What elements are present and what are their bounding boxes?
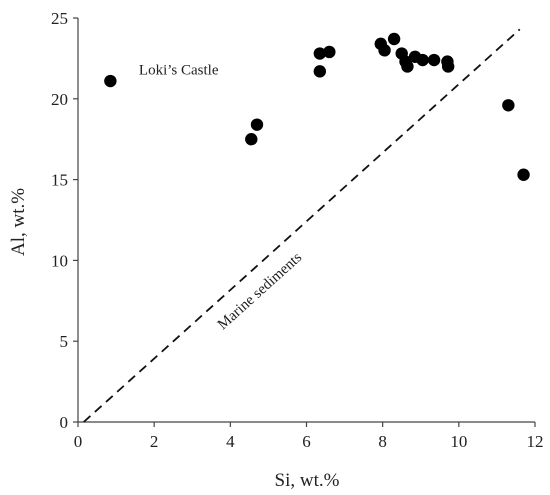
data-point: [517, 168, 530, 181]
y-tick-label: 0: [60, 413, 69, 432]
y-tick-label: 10: [51, 251, 68, 270]
data-point: [104, 74, 117, 88]
data-point: [323, 45, 336, 59]
x-tick-label: 8: [378, 432, 387, 451]
x-tick-label: 4: [226, 432, 235, 451]
reference-line: [83, 28, 521, 423]
x-tick-label: 2: [150, 432, 159, 451]
x-tick-label: 6: [302, 432, 311, 451]
x-tick-label: 10: [450, 432, 467, 451]
data-point: [416, 53, 429, 67]
y-axis-title: Al, wt.%: [8, 188, 29, 256]
data-point: [502, 99, 515, 112]
y-tick-label: 5: [60, 332, 69, 351]
y-tick-label: 20: [51, 90, 68, 109]
data-point: [401, 60, 414, 73]
data-point: [313, 47, 327, 60]
point-annotation: Loki’s Castle: [139, 63, 219, 79]
data-point: [245, 133, 258, 146]
data-point: [250, 118, 264, 131]
data-point: [387, 32, 401, 46]
data-point: [378, 44, 391, 57]
x-axis-title: Si, wt.%: [275, 470, 340, 491]
y-tick-label: 15: [51, 171, 68, 190]
y-tick-label: 25: [51, 9, 68, 28]
data-point: [441, 60, 455, 73]
data-point: [427, 53, 441, 67]
x-tick-label: 0: [74, 432, 83, 451]
x-tick-label: 12: [527, 432, 544, 451]
data-point: [313, 65, 327, 78]
